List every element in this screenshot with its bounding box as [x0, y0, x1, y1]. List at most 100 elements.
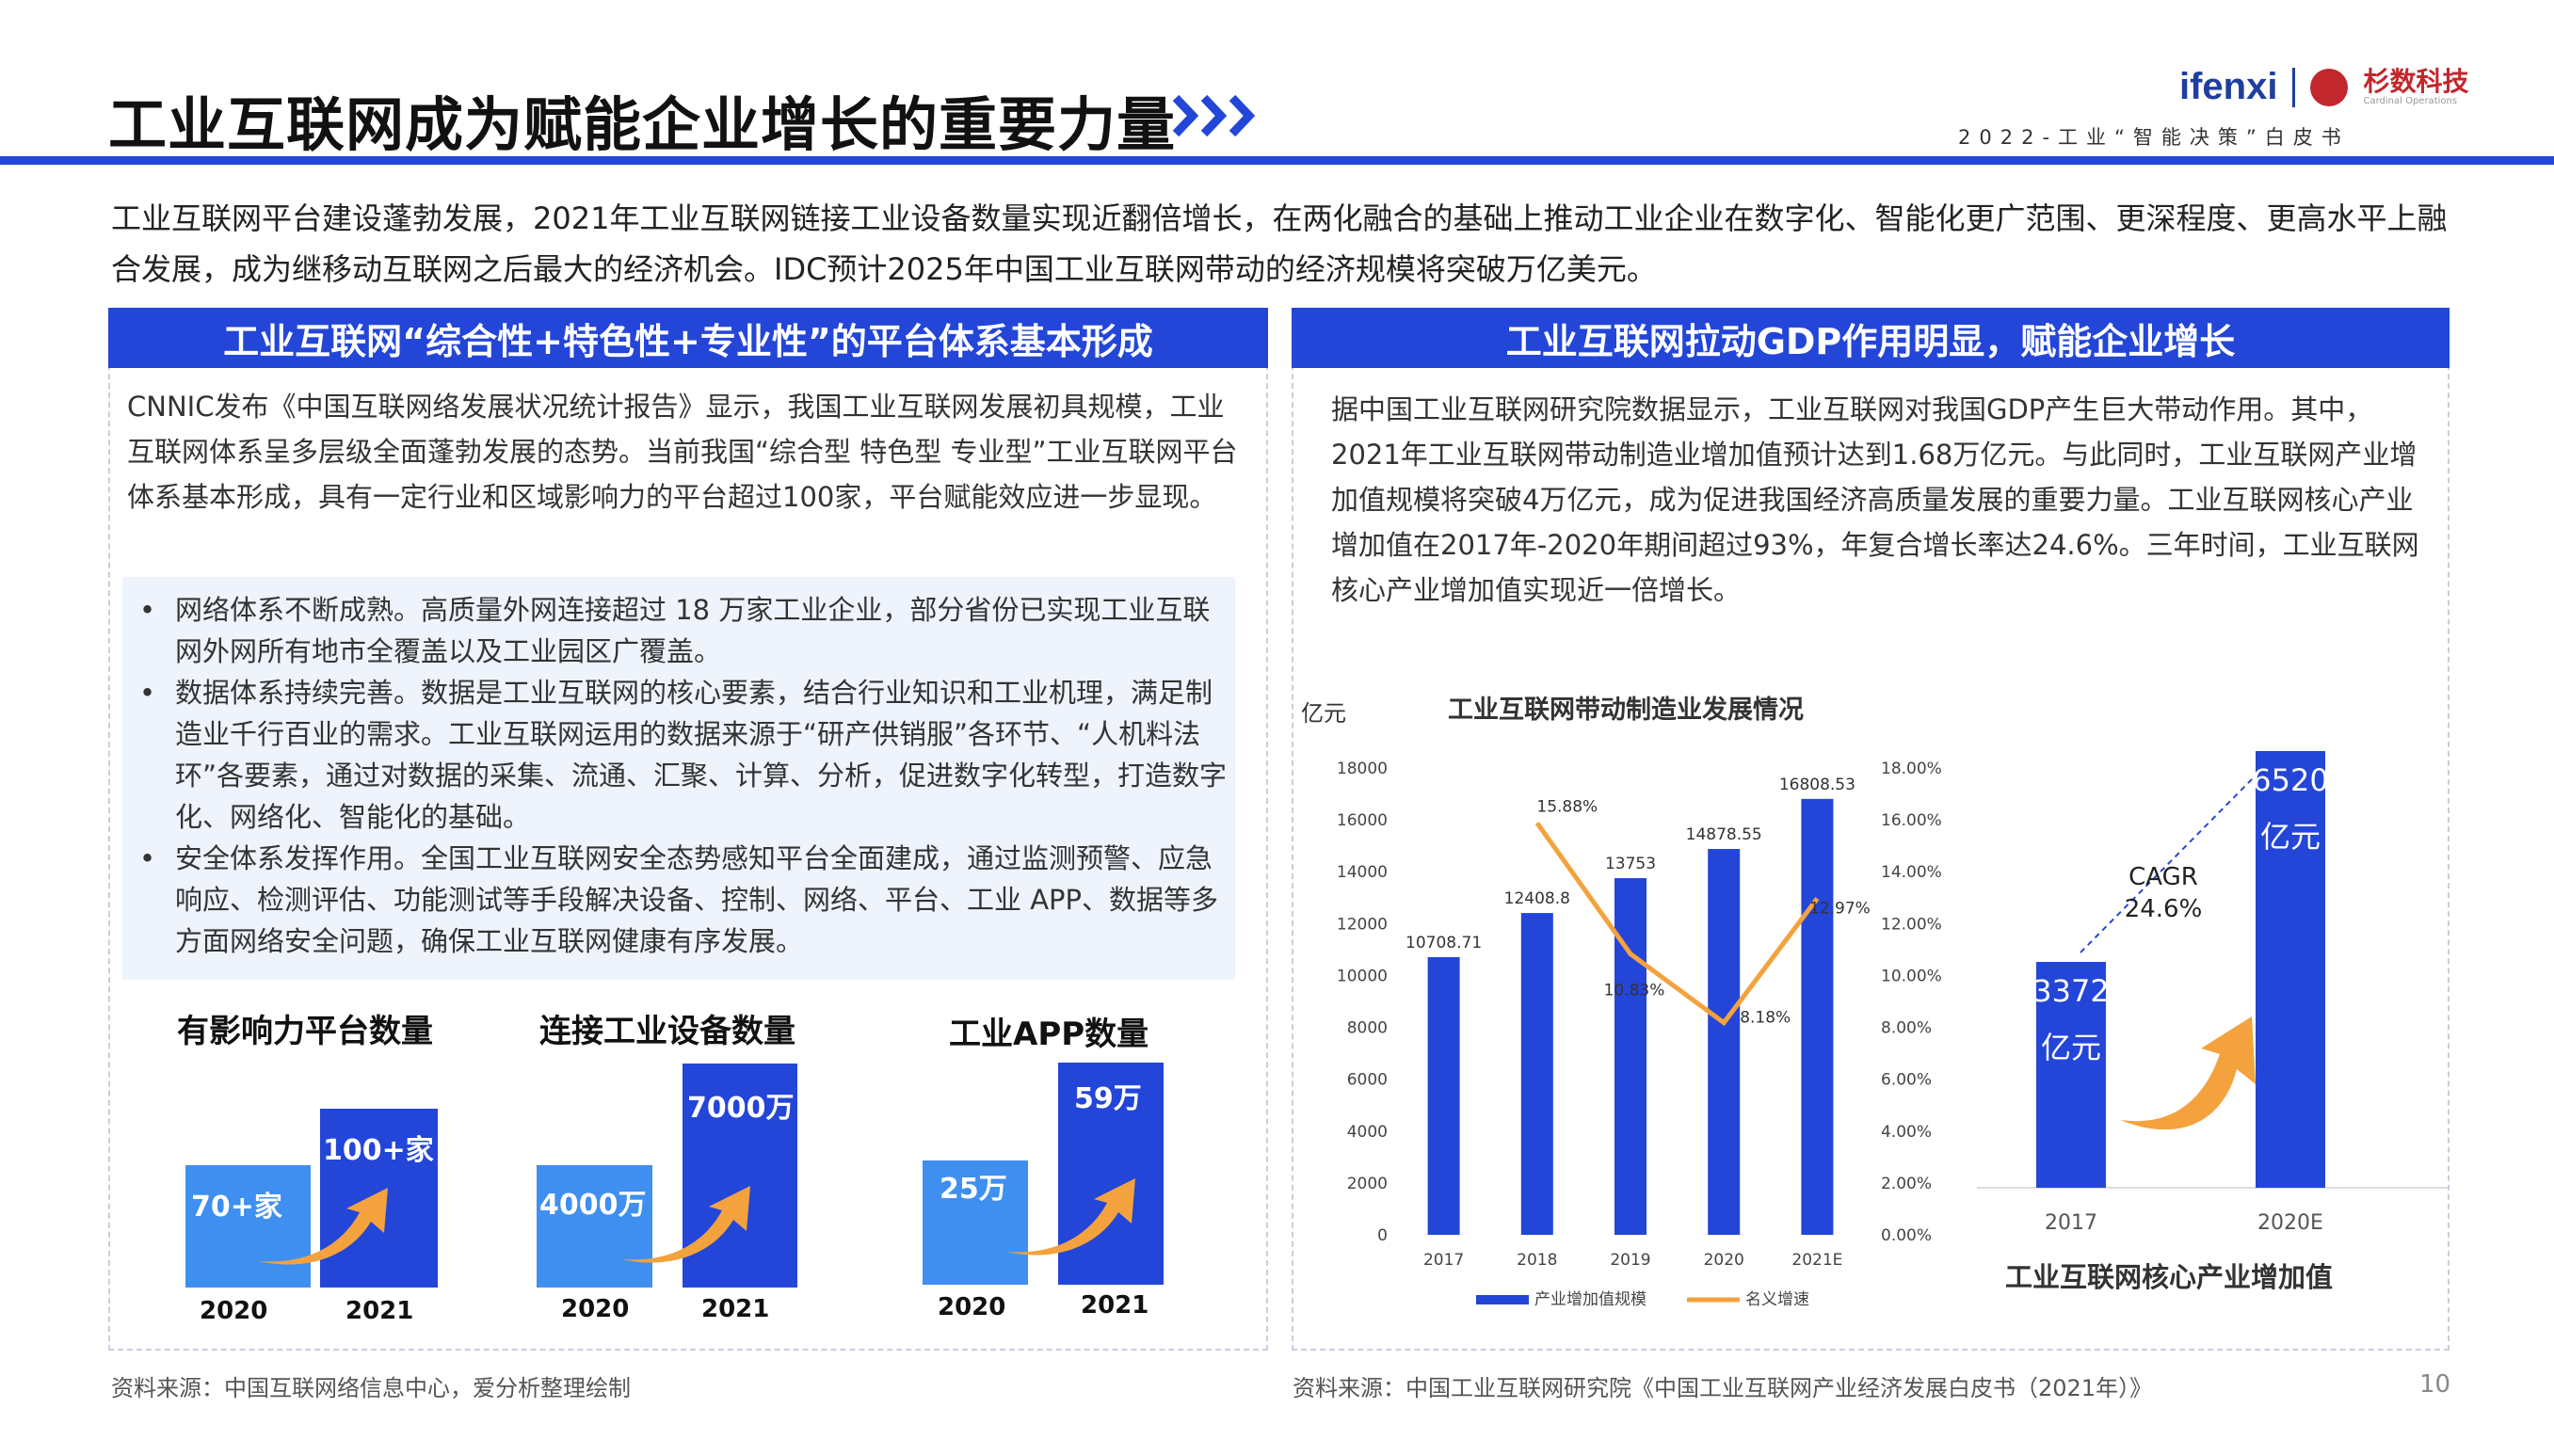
partner-logo-text: 杉数科技 Cardinal Operations [2363, 65, 2469, 107]
bar-mark [1801, 798, 1834, 1235]
bar-year-label: 2021 [345, 1297, 414, 1325]
line-data-label: 8.18% [1740, 1009, 1791, 1028]
growth-arrow-icon [621, 1186, 750, 1263]
bar-year-label: 2020 [938, 1293, 1006, 1321]
list-item: 网络体系不断成熟。高质量外网连接超过 18 万家工业企业，部分省份已实现工业互联… [122, 589, 1233, 672]
legend-bar-label: 产业增加值规模 [1534, 1290, 1646, 1309]
mini-chart-title: 有影响力平台数量 [177, 1013, 433, 1050]
bar-data-label: 14878.55 [1686, 825, 1762, 844]
cagr-value: 24.6% [2125, 895, 2203, 923]
y-tick-label: 6000 [1347, 1071, 1388, 1090]
legend-bar-swatch [1476, 1295, 1529, 1304]
report-subtitle: 2022-工业“智能决策”白皮书 [1958, 126, 2350, 149]
bar-year-label: 2020 [200, 1297, 268, 1325]
y-tick-label: 2000 [1347, 1175, 1388, 1193]
y2-tick-label: 0.00% [1881, 1226, 1932, 1245]
growth-arrow-icon [2120, 1016, 2256, 1130]
bar-year-label: 2021 [701, 1295, 770, 1323]
y2-tick-label: 18.00% [1881, 760, 1942, 778]
core-industry-chart: 3372 亿元 2017 6520 亿元 2020E CAGR 24.6% [1977, 751, 2448, 1235]
y-tick-label: 10000 [1337, 967, 1388, 985]
bar-data-label: 16808.53 [1779, 776, 1855, 794]
bar-2020 [185, 1165, 311, 1288]
y2-tick-label: 14.00% [1881, 863, 1942, 882]
main-chart-ylabel: 亿元 [1301, 700, 1346, 727]
y-tick-label: 12000 [1337, 915, 1388, 934]
y2-tick-label: 4.00% [1881, 1123, 1932, 1142]
partner-name-en: Cardinal Operations [2363, 96, 2458, 107]
bar-unit-label: 亿元 [2260, 819, 2321, 855]
left-source-note: 资料来源：中国互联网络信息中心，爱分析整理绘制 [111, 1375, 631, 1401]
bar-value-label: 7000万 [687, 1092, 795, 1125]
partner-name: 杉数科技 [2363, 65, 2469, 97]
bar-value-label: 25万 [940, 1173, 1007, 1206]
cagr-label: CAGR [2128, 863, 2198, 891]
y-tick-label: 14000 [1337, 863, 1388, 882]
bar-mark [1520, 913, 1553, 1235]
line-data-label: 12.97% [1809, 900, 1871, 919]
y-tick-label: 4000 [1347, 1123, 1388, 1142]
core-chart-title: 工业互联网核心产业增加值 [2005, 1261, 2334, 1293]
bar-value-label: 59万 [1074, 1082, 1142, 1115]
y2-tick-label: 10.00% [1881, 967, 1942, 985]
x-tick-label: 2019 [1610, 1251, 1650, 1270]
bar-2020 [923, 1160, 1028, 1285]
bullet-list: 网络体系不断成熟。高质量外网连接超过 18 万家工业企业，部分省份已实现工业互联… [122, 589, 1233, 962]
bar-year-label: 2021 [1081, 1291, 1149, 1320]
bar-2020 [537, 1165, 652, 1288]
x-tick-label: 2017 [2045, 1211, 2097, 1235]
bar-data-label: 12408.8 [1504, 889, 1570, 908]
main-chart-title: 工业互联网带动制造业发展情况 [1448, 696, 1804, 725]
bar-value-label: 6520 [2252, 762, 2328, 798]
bar-data-label: 13753 [1605, 855, 1656, 873]
page-number: 10 [2419, 1370, 2451, 1399]
growth-arrow-icon [1006, 1178, 1135, 1256]
x-tick-label: 2017 [1423, 1251, 1464, 1270]
right-panel-heading: 工业互联网拉动GDP作用明显，赋能企业增长 [1292, 308, 2450, 368]
bar-mark [2256, 751, 2325, 1188]
growth-arrow-icon [259, 1188, 388, 1265]
cardinal-logo-icon [2310, 68, 2349, 106]
intro-paragraph: 工业互联网平台建设蓬勃发展，2021年工业互联网链接工业设备数量实现近翻倍增长，… [111, 200, 2448, 287]
right-source-note: 资料来源：中国工业互联网研究院《中国工业互联网产业经济发展白皮书（2021年）》 [1293, 1375, 2153, 1401]
bar-mark [1427, 956, 1460, 1235]
y-tick-label: 8000 [1347, 1019, 1388, 1038]
bar-value-label: 70+家 [191, 1191, 282, 1224]
y2-tick-label: 6.00% [1881, 1071, 1932, 1090]
y-tick-label: 0 [1377, 1226, 1388, 1245]
x-tick-label: 2021E [1791, 1251, 1842, 1270]
brand-logos: ifenxi 杉数科技 Cardinal Operations [2179, 66, 2469, 108]
right-panel-paragraph: 据中国工业互联网研究院数据显示，工业互联网对我国GDP产生巨大带动作用。其中，2… [1331, 393, 2419, 606]
ifenxi-logo: ifenxi [2179, 66, 2278, 107]
page-title: 工业互联网成为赋能企业增长的重要力量 [108, 90, 1177, 159]
line-data-label: 10.83% [1604, 982, 1665, 1000]
bar-unit-label: 亿元 [2041, 1030, 2101, 1065]
bar-value-label: 3372 [2032, 973, 2109, 1009]
growth-line [1534, 821, 1820, 1027]
mini-chart-title: 工业APP数量 [949, 1016, 1149, 1053]
bar-mark [1614, 878, 1646, 1235]
legend-line-label: 名义增速 [1745, 1290, 1809, 1309]
y2-tick-label: 8.00% [1881, 1019, 1932, 1038]
y2-tick-label: 16.00% [1881, 811, 1942, 830]
bar-value-label: 4000万 [539, 1189, 647, 1222]
manufacturing-combo-chart: 0 2000 4000 6000 8000 10000 12000 14000 16000 180… [1337, 760, 1942, 1309]
x-tick-label: 2020E [2257, 1211, 2323, 1235]
list-item: 安全体系发挥作用。全国工业互联网安全态势感知平台全面建成，通过监测预警、应急响应… [122, 838, 1233, 962]
y2-tick-label: 2.00% [1881, 1175, 1932, 1193]
header-rule [0, 156, 2554, 165]
list-item: 数据体系持续完善。数据是工业互联网的核心要素，结合行业知识和工业机理，满足制造业… [122, 672, 1233, 838]
left-panel-paragraph: CNNIC发布《中国互联网络发展状况统计报告》显示，我国工业互联网发展初具规模，… [127, 391, 1238, 513]
x-tick-label: 2018 [1517, 1251, 1557, 1270]
bar-year-label: 2020 [561, 1295, 630, 1323]
bar-data-label: 10708.71 [1406, 934, 1482, 952]
bar-mark [2036, 962, 2106, 1188]
bar-value-label: 100+家 [323, 1134, 434, 1167]
left-panel-heading: 工业互联网“综合性+特色性+专业性”的平台体系基本形成 [108, 308, 1268, 368]
mini-chart-title: 连接工业设备数量 [539, 1013, 795, 1050]
chevrons-right-icon [1172, 94, 1256, 137]
logo-divider [2292, 67, 2296, 107]
line-data-label: 15.88% [1536, 797, 1598, 816]
x-tick-label: 2020 [1704, 1251, 1744, 1270]
y2-tick-label: 12.00% [1881, 915, 1942, 934]
